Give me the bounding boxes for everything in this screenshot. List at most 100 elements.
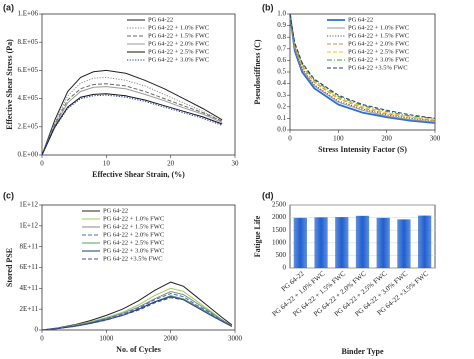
y-tick-label: 0.1	[277, 114, 286, 122]
x-tick-label: 20	[167, 160, 175, 168]
y-tick-label: 4.E+05	[18, 94, 39, 102]
panel-label: (b)	[262, 2, 274, 12]
x-tick-label: 0	[40, 335, 44, 343]
x-tick-label: 300	[430, 135, 441, 143]
series-line	[41, 76, 223, 156]
series-line	[41, 86, 223, 156]
legend-label: PG 64-22 + 2.0% FWC	[103, 231, 164, 238]
x-tick-label: 1000	[99, 335, 114, 343]
y-tick-label: 1000	[272, 238, 287, 246]
y-tick-label: 0.6	[277, 56, 286, 64]
series-line	[289, 13, 436, 121]
legend-label: PG 64-22 + 2.5% FWC	[103, 239, 164, 246]
x-tick-label: 3000	[228, 335, 243, 343]
legend-label: PG 64-22 + 1.0% FWC	[348, 24, 409, 31]
y-tick-label: 0.5	[277, 68, 286, 76]
y-tick-label: 6.E+05	[18, 66, 39, 74]
legend-label: PG 64-22	[348, 16, 373, 23]
x-axis-label: Effective Shear Strain, (%)	[92, 170, 185, 179]
y-tick-label: 0.8	[277, 33, 286, 41]
y-tick-label: 1E+12	[19, 221, 38, 229]
series-line	[41, 93, 223, 156]
x-tick-label: 100	[333, 135, 344, 143]
series-line	[289, 13, 436, 123]
y-axis-label: Effective Shear Stress (Pa)	[5, 39, 14, 130]
series-line	[41, 281, 233, 331]
y-tick-label: 8E+11	[20, 242, 39, 250]
legend-label: PG 64-22 + 3.0% FWC	[148, 56, 209, 63]
series-line	[41, 292, 233, 331]
y-tick-label: 0.4	[277, 79, 286, 87]
y-tick-label: 2000	[272, 213, 287, 221]
legend-label: PG 64-22 + 1.0% FWC	[103, 215, 164, 222]
series-line	[41, 83, 223, 156]
y-tick-label: 0.7	[277, 44, 286, 52]
bar	[418, 215, 432, 268]
bar	[355, 215, 370, 268]
x-tick-label: 2000	[164, 335, 179, 343]
bar	[397, 219, 411, 268]
y-tick-label: 1.0	[277, 10, 286, 18]
y-axis-label: Stored PSE	[5, 248, 14, 287]
legend-label: PG 64-22 + 2.5% FWC	[348, 48, 409, 55]
series-line	[41, 296, 233, 331]
y-axis-label: Fatigue Life	[253, 215, 262, 257]
y-tick-label: 1500	[272, 226, 287, 234]
legend-label: PG 64-22 +3.5% FWC	[103, 255, 163, 262]
legend-label: PG 64-22	[148, 16, 173, 23]
y-tick-label: 4E+11	[20, 284, 39, 292]
legend-label: PG 64-22 + 1.5% FWC	[348, 32, 409, 39]
y-tick-label: 6E+11	[20, 263, 39, 271]
x-axis-label: No. of Cycles	[116, 345, 161, 354]
y-tick-label: 500	[276, 251, 287, 259]
x-axis-label: Binder Type	[341, 347, 383, 356]
bar	[314, 217, 328, 268]
legend-label: PG 64-22 + 2.0% FWC	[148, 40, 209, 47]
legend-label: PG 64-22 + 2.5% FWC	[148, 48, 209, 55]
y-tick-label: 2E+11	[20, 305, 39, 313]
y-tick-label: 0	[283, 264, 287, 272]
legend-label: PG 64-22 + 1.0% FWC	[148, 24, 209, 31]
y-axis-label: Pseudostiffness (C)	[253, 39, 262, 104]
y-tick-label: 1E+12	[19, 201, 38, 209]
plot-frame	[41, 13, 236, 156]
panel-label: (c)	[3, 190, 14, 200]
bar	[335, 217, 349, 268]
y-tick-label: 8.E+05	[18, 38, 39, 46]
series-line	[289, 13, 436, 119]
y-tick-label: 0.2	[277, 102, 286, 110]
series-line	[289, 13, 436, 122]
x-tick-label: 10	[103, 160, 111, 168]
series-line	[41, 94, 223, 156]
legend-label: PG 64-22 + 1.5% FWC	[148, 32, 209, 39]
bar	[376, 217, 390, 268]
y-tick-label: 0.3	[277, 91, 286, 99]
y-tick-label: 2500	[272, 201, 287, 209]
x-axis-label: Stress Intensity Factor (S)	[318, 145, 407, 154]
panel-label: (d)	[262, 190, 274, 200]
series-line	[289, 13, 436, 124]
legend-label: PG 64-22 + 1.5% FWC	[103, 223, 164, 230]
bar	[293, 217, 307, 268]
y-tick-label: 0.0	[277, 126, 286, 134]
y-tick-label: 0.9	[277, 21, 286, 29]
x-tick-label: 200	[381, 135, 392, 143]
legend-label: PG 64-22 + 3.0% FWC	[348, 56, 409, 63]
legend-label: PG 64-22 +3.5% FWC	[348, 64, 408, 71]
series-line	[41, 69, 223, 156]
legend-label: PG 64-22 + 3.0% FWC	[103, 247, 164, 254]
y-tick-label: 0	[35, 326, 39, 334]
x-tick-label: 0	[288, 135, 292, 143]
x-tick-label: 30	[232, 160, 240, 168]
x-tick-label: 0	[40, 160, 44, 168]
y-tick-label: 0.E+00	[18, 151, 39, 159]
panel-label: (a)	[3, 2, 14, 12]
y-tick-label: 1.E+06	[18, 10, 39, 18]
legend-label: PG 64-22 + 2.0% FWC	[348, 40, 409, 47]
series-line	[41, 290, 233, 331]
series-line	[41, 295, 233, 331]
y-tick-label: 2.E+05	[18, 122, 39, 130]
legend-label: PG 64-22	[103, 207, 128, 214]
